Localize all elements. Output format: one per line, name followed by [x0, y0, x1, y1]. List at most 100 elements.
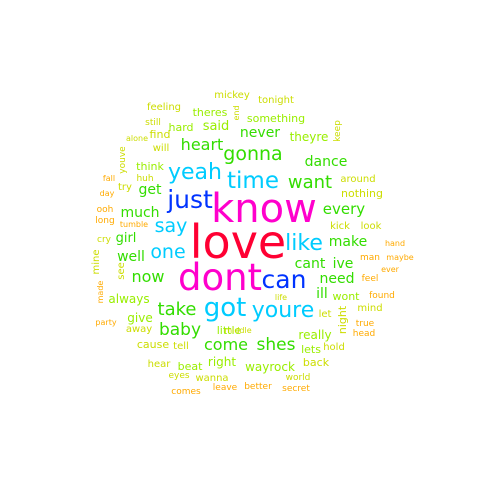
cloud-word-fall: fall: [103, 174, 115, 183]
cloud-word-now: now: [131, 267, 164, 286]
cloud-word-get: get: [139, 182, 163, 198]
cloud-word-mickey: mickey: [214, 90, 250, 101]
cloud-word-something: something: [247, 112, 305, 125]
cloud-word-one: one: [150, 241, 185, 263]
cloud-word-secret: secret: [282, 384, 310, 394]
cloud-word-comes: comes: [171, 387, 201, 397]
cloud-word-cause: cause: [137, 338, 169, 351]
cloud-word-leave: leave: [213, 383, 238, 393]
cloud-word-kick: kick: [330, 221, 350, 232]
cloud-word-still: still: [145, 118, 161, 128]
cloud-word-made: made: [96, 281, 105, 304]
cloud-word-think: think: [136, 160, 164, 173]
cloud-word-youre: youre: [252, 298, 315, 323]
cloud-word-say: say: [155, 215, 188, 237]
cloud-word-baby: baby: [159, 320, 201, 340]
cloud-word-well: well: [117, 249, 145, 265]
cloud-word-little: little: [217, 324, 242, 337]
cloud-word-nothing: nothing: [341, 187, 383, 200]
cloud-word-theyre: theyre: [290, 130, 329, 144]
cloud-word-huh: huh: [136, 174, 153, 184]
cloud-word-let: let: [319, 309, 332, 320]
cloud-word-beat: beat: [178, 360, 203, 373]
cloud-word-yeah: yeah: [168, 160, 222, 185]
cloud-word-want: want: [288, 172, 332, 193]
cloud-word-middle: middle: [224, 326, 251, 335]
cloud-word-wont: wont: [332, 290, 360, 303]
cloud-word-feeling: feeling: [147, 102, 181, 113]
cloud-word-love: love: [190, 215, 286, 269]
cloud-word-much: much: [120, 205, 159, 221]
cloud-word-ever: ever: [381, 265, 400, 274]
cloud-word-youve: youve: [118, 146, 128, 174]
cloud-word-keep: keep: [333, 120, 343, 142]
cloud-word-tonight: tonight: [258, 95, 294, 106]
cloud-word-heart: heart: [181, 135, 224, 154]
cloud-word-will: will: [153, 143, 170, 154]
cloud-word-find: find: [150, 128, 171, 141]
cloud-word-end: end: [232, 105, 241, 120]
cloud-word-tumble: tumble: [120, 220, 148, 229]
cloud-word-life: life: [275, 293, 287, 302]
cloud-word-dance: dance: [305, 154, 348, 170]
cloud-word-try: try: [118, 182, 132, 193]
cloud-word-back: back: [303, 356, 330, 369]
cloud-word-better: better: [244, 382, 272, 392]
cloud-word-mind: mind: [357, 303, 382, 314]
cloud-word-really: really: [298, 328, 331, 342]
cloud-word-look: look: [361, 221, 382, 232]
cloud-word-head: head: [353, 329, 375, 339]
cloud-word-said: said: [203, 119, 230, 134]
cloud-word-alone: alone: [126, 134, 148, 143]
cloud-word-hand: hand: [385, 239, 405, 248]
cloud-word-know: know: [211, 186, 317, 232]
cloud-word-every: every: [323, 200, 366, 218]
cloud-word-day: day: [100, 189, 115, 198]
cloud-word-like: like: [285, 231, 323, 256]
cloud-word-away: away: [126, 324, 152, 335]
cloud-word-true: true: [356, 319, 375, 329]
cloud-word-wanna: wanna: [195, 373, 228, 384]
cloud-word-girl: girl: [116, 231, 137, 246]
cloud-word-need: need: [320, 271, 355, 287]
cloud-word-ill: ill: [316, 286, 328, 302]
cloud-word-ooh: ooh: [97, 205, 114, 215]
cloud-word-dont: dont: [178, 256, 262, 299]
cloud-word-never: never: [240, 125, 280, 141]
cloud-word-man: man: [360, 253, 380, 263]
cloud-word-tell: tell: [173, 341, 189, 352]
cloud-word-hard: hard: [168, 121, 193, 134]
cloud-word-right: right: [208, 355, 236, 369]
cloud-word-make: make: [329, 234, 367, 250]
cloud-word-hear: hear: [148, 359, 172, 370]
cloud-word-got: got: [204, 293, 247, 323]
cloud-word-cry: cry: [97, 235, 112, 245]
cloud-word-hold: hold: [323, 342, 345, 353]
cloud-word-can: can: [262, 265, 307, 294]
cloud-word-mine: mine: [91, 249, 102, 274]
cloud-word-long: long: [95, 216, 114, 226]
cloud-word-see: see: [116, 262, 127, 280]
cloud-word-ive: ive: [333, 256, 354, 272]
cloud-word-world: world: [286, 373, 311, 383]
cloud-word-theres: theres: [193, 106, 228, 119]
cloud-word-gonna: gonna: [223, 143, 282, 165]
cloud-word-party: party: [95, 318, 116, 327]
cloud-word-eyes: eyes: [168, 371, 189, 381]
cloud-word-take: take: [158, 299, 197, 320]
cloud-word-time: time: [227, 168, 279, 194]
cloud-word-night: night: [336, 305, 349, 334]
cloud-word-just: just: [166, 185, 213, 214]
cloud-word-always: always: [108, 292, 149, 306]
cloud-word-give: give: [127, 311, 152, 325]
cloud-word-found: found: [369, 291, 395, 301]
cloud-word-lets: lets: [301, 343, 321, 356]
cloud-word-feel: feel: [362, 274, 379, 284]
cloud-word-maybe: maybe: [386, 253, 414, 262]
cloud-word-cant: cant: [295, 256, 326, 272]
cloud-word-around: around: [340, 174, 375, 185]
cloud-word-wayrock: wayrock: [245, 360, 295, 374]
cloud-word-come: come: [204, 335, 248, 354]
cloud-word-shes: shes: [257, 335, 296, 355]
